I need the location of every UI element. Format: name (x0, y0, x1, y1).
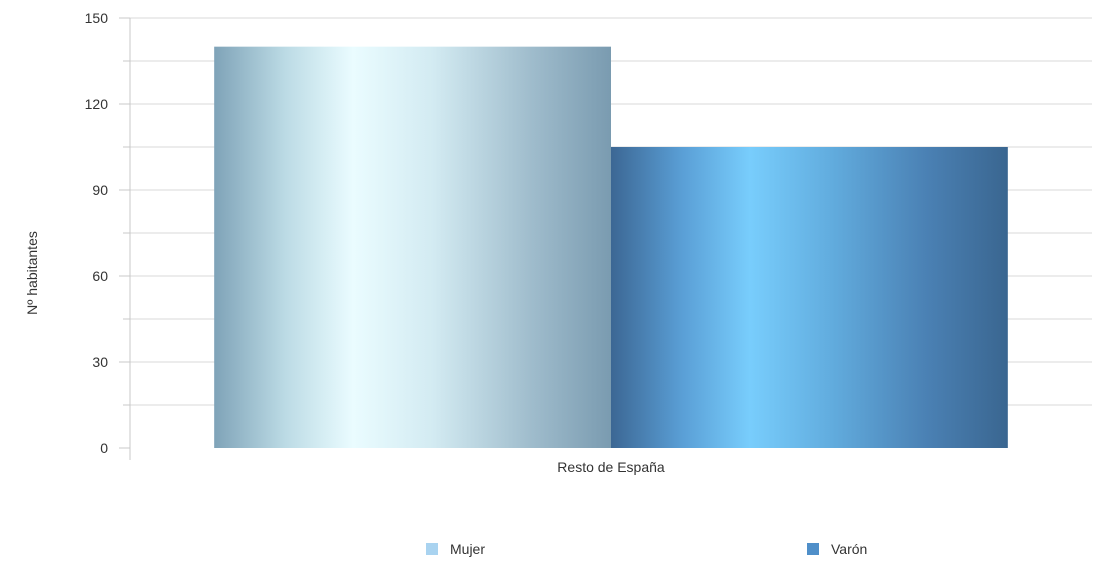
legend-swatch (807, 543, 819, 555)
y-tick-label: 30 (92, 354, 108, 370)
y-axis-title: Nº habitantes (24, 231, 40, 315)
bar-mujer (214, 46, 612, 449)
legend-label: Varón (831, 541, 867, 557)
axes (119, 17, 131, 460)
x-category-label: Resto de España (557, 459, 665, 475)
y-tick-label: 0 (100, 440, 108, 456)
y-tick-label: 150 (85, 10, 109, 26)
legend: Mujer Varón (426, 541, 867, 557)
bars (214, 46, 1008, 449)
y-tick-label: 120 (85, 96, 109, 112)
legend-label: Mujer (450, 541, 485, 557)
y-tick-label: 90 (92, 182, 108, 198)
legend-swatch (426, 543, 438, 555)
axis-labels: 0 30 60 90 120 150 Nº habitantes Resto de Españ… (24, 10, 665, 475)
bar-varon (611, 147, 1008, 448)
y-tick-label: 60 (92, 268, 108, 284)
